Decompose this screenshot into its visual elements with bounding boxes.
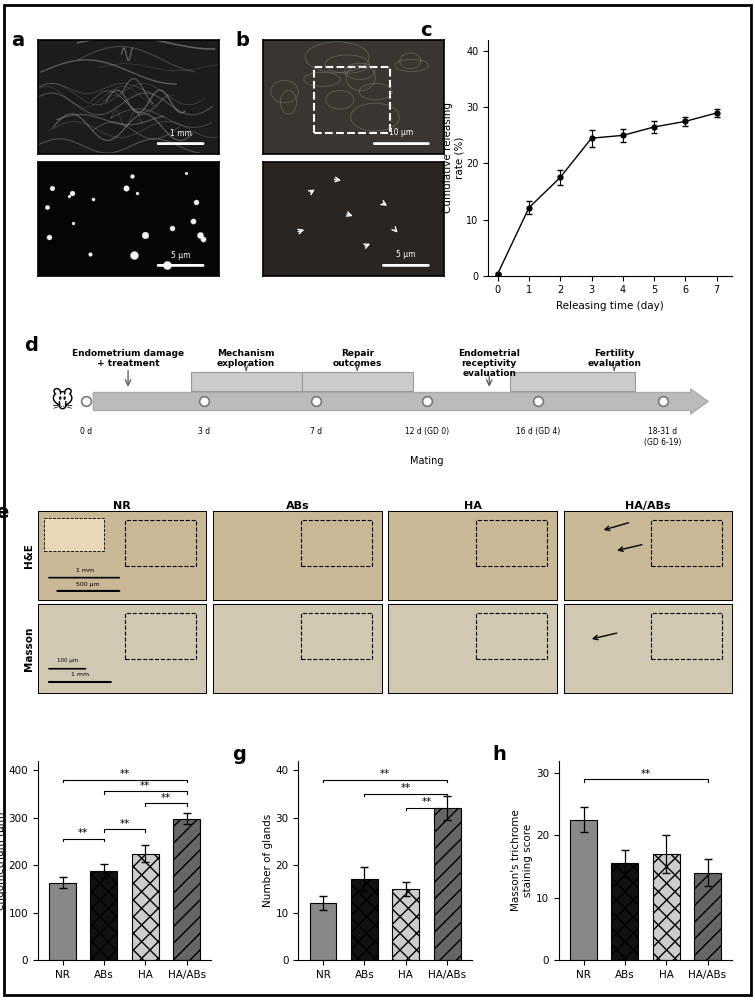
Text: Mating: Mating — [410, 456, 443, 466]
Text: 12 d (GD 0): 12 d (GD 0) — [405, 427, 448, 436]
Text: d: d — [24, 336, 38, 355]
Title: ABs: ABs — [285, 501, 310, 511]
Text: Mechanism
exploration: Mechanism exploration — [217, 349, 276, 368]
FancyArrow shape — [94, 389, 708, 414]
Text: 1 mm: 1 mm — [71, 672, 89, 677]
Bar — [132, 854, 159, 960]
Bar — [302, 372, 413, 391]
Text: **: ** — [161, 793, 171, 803]
Bar — [190, 372, 302, 391]
Bar — [653, 854, 680, 960]
Bar — [393, 889, 419, 960]
Bar — [652, 613, 723, 659]
Bar — [300, 613, 371, 659]
Bar — [300, 520, 371, 566]
Bar — [612, 863, 638, 960]
Text: 18-31 d
(GD 6-19): 18-31 d (GD 6-19) — [644, 427, 682, 447]
Title: NR: NR — [113, 501, 131, 511]
Text: 5 μm: 5 μm — [396, 250, 415, 259]
Bar — [476, 613, 547, 659]
Text: **: ** — [78, 828, 88, 838]
Bar — [476, 520, 547, 566]
Text: h: h — [493, 745, 507, 764]
Text: e: e — [0, 503, 9, 522]
Text: 500 μm: 500 μm — [76, 582, 100, 587]
Bar — [310, 903, 337, 960]
Text: **: ** — [119, 769, 130, 779]
Text: g: g — [233, 745, 246, 764]
Text: a: a — [11, 31, 23, 50]
Bar — [173, 819, 200, 960]
Y-axis label: Number of glands: Number of glands — [263, 814, 273, 907]
Text: **: ** — [119, 819, 130, 829]
Text: 1 mm: 1 mm — [170, 129, 192, 138]
Text: 10 μm: 10 μm — [389, 128, 414, 137]
Bar — [125, 613, 196, 659]
Text: 3 d: 3 d — [199, 427, 211, 436]
Bar — [91, 871, 117, 960]
Bar — [570, 820, 597, 960]
Bar — [694, 873, 721, 960]
Bar — [433, 808, 461, 960]
Bar — [652, 520, 723, 566]
Text: **: ** — [640, 769, 651, 779]
Bar — [49, 883, 76, 960]
Text: 100 μm: 100 μm — [57, 658, 79, 663]
Title: HA: HA — [464, 501, 482, 511]
Text: Fertility
evaluation: Fertility evaluation — [587, 349, 641, 368]
Text: 7 d: 7 d — [310, 427, 322, 436]
Y-axis label: Masson's trichrome
staining score: Masson's trichrome staining score — [511, 809, 533, 911]
Y-axis label: H&E: H&E — [23, 543, 33, 568]
Y-axis label: Masson: Masson — [23, 626, 33, 671]
Text: 16 d (GD 4): 16 d (GD 4) — [516, 427, 560, 436]
Text: c: c — [420, 21, 432, 40]
Bar — [125, 520, 196, 566]
Bar — [45, 518, 103, 551]
Y-axis label: Cumulative releasing
rate (%): Cumulative releasing rate (%) — [443, 102, 465, 213]
Text: 0 d: 0 d — [80, 427, 92, 436]
Text: Repair
outcomes: Repair outcomes — [333, 349, 382, 368]
Text: **: ** — [421, 797, 432, 807]
Text: **: ** — [401, 783, 411, 793]
Text: 1 mm: 1 mm — [76, 568, 94, 573]
Y-axis label: Thickness of
endometrium (μm): Thickness of endometrium (μm) — [0, 811, 5, 910]
Text: **: ** — [380, 769, 390, 779]
Title: HA/ABs: HA/ABs — [625, 501, 671, 511]
Text: Endometrium damage
+ treatment: Endometrium damage + treatment — [72, 349, 184, 368]
Text: b: b — [236, 31, 250, 50]
Bar — [510, 372, 635, 391]
X-axis label: Releasing time (day): Releasing time (day) — [556, 301, 664, 311]
Text: 5 μm: 5 μm — [171, 251, 190, 260]
Text: 🐭: 🐭 — [51, 390, 74, 411]
Bar — [351, 879, 378, 960]
Text: **: ** — [140, 781, 150, 791]
Text: Endometrial
receptivity
evaluation: Endometrial receptivity evaluation — [458, 349, 520, 378]
